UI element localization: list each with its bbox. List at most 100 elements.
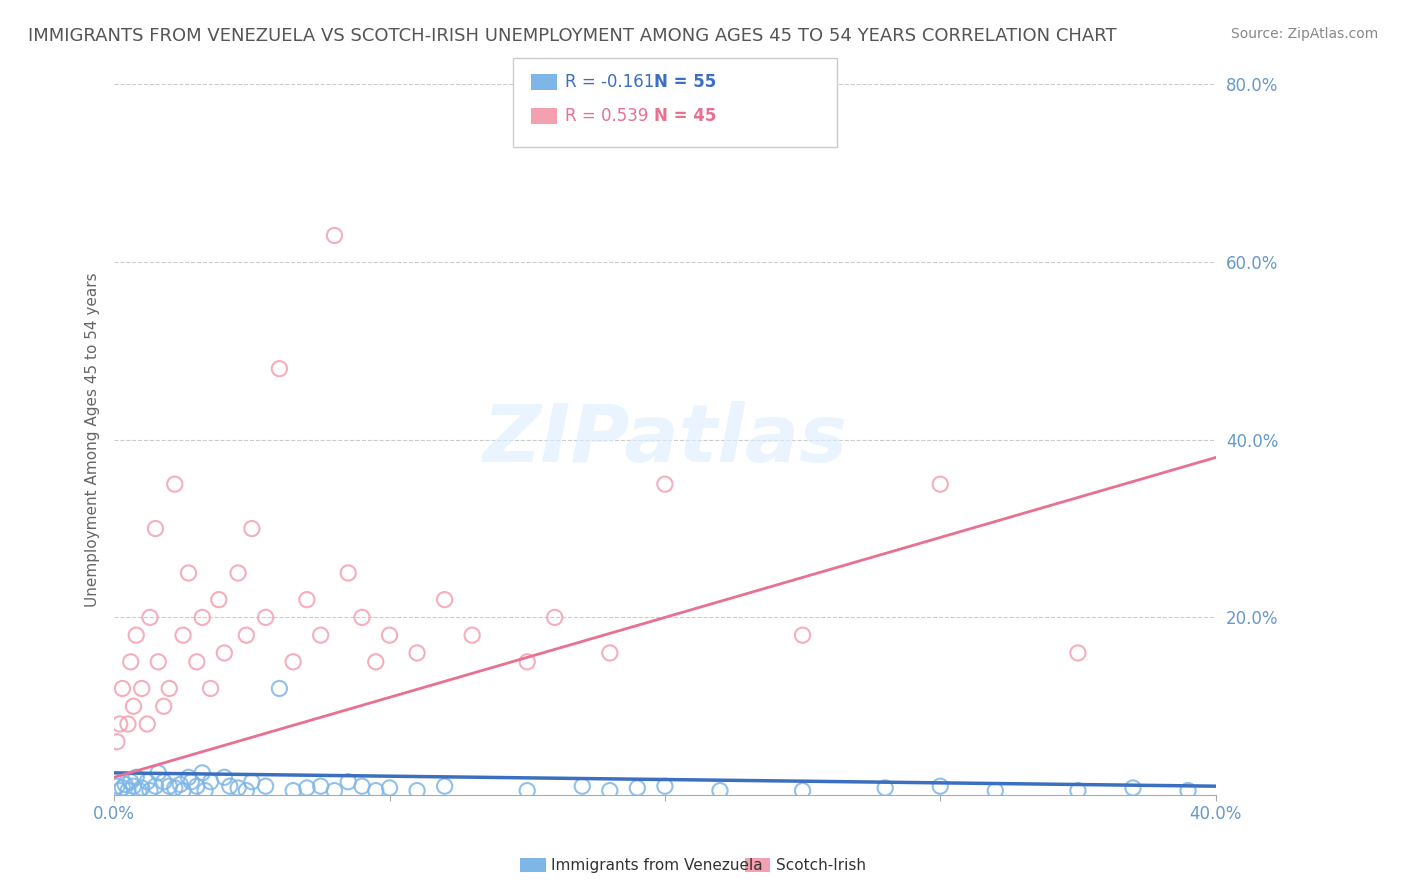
Point (599, 646, 621, 660)
Point (131, 780, 153, 795)
Point (226, 566, 249, 580)
Point (516, 783, 538, 797)
Point (191, 765, 214, 780)
Point (654, 477, 676, 491)
Y-axis label: Unemployment Among Ages 45 to 54 years: Unemployment Among Ages 45 to 54 years (86, 272, 100, 607)
Point (929, 477, 952, 491)
Point (186, 779, 208, 793)
Point (218, 779, 240, 793)
Text: R = 0.539: R = 0.539 (565, 107, 648, 125)
Point (240, 522, 263, 536)
Point (200, 774, 222, 789)
Point (114, 777, 136, 791)
Point (111, 681, 134, 696)
Point (157, 779, 180, 793)
Point (875, 780, 897, 795)
Point (984, 783, 1007, 797)
Point (254, 779, 277, 793)
Point (406, 783, 429, 797)
Point (172, 783, 194, 797)
Text: Scotch-Irish: Scotch-Irish (776, 858, 866, 872)
Point (136, 774, 159, 789)
Point (283, 655, 305, 669)
Point (117, 717, 139, 731)
Point (433, 779, 456, 793)
Point (226, 780, 249, 795)
Point (433, 592, 456, 607)
Point (139, 783, 162, 797)
Point (177, 566, 200, 580)
Point (122, 779, 145, 793)
Point (1067, 646, 1090, 660)
Point (709, 783, 731, 797)
Point (654, 779, 676, 793)
Point (117, 783, 139, 797)
Point (323, 783, 346, 797)
Point (309, 628, 332, 642)
Point (120, 774, 142, 789)
Point (108, 783, 131, 797)
Point (269, 361, 291, 376)
Point (295, 780, 318, 795)
Point (120, 655, 142, 669)
Text: ZIPatlas: ZIPatlas (482, 401, 848, 479)
Point (145, 522, 167, 536)
Point (122, 699, 145, 714)
Point (626, 780, 648, 795)
Text: N = 45: N = 45 (654, 107, 716, 125)
Text: IMMIGRANTS FROM VENEZUELA VS SCOTCH-IRISH UNEMPLOYMENT AMONG AGES 45 TO 54 YEARS: IMMIGRANTS FROM VENEZUELA VS SCOTCH-IRIS… (28, 27, 1116, 45)
Point (152, 699, 174, 714)
Point (108, 717, 131, 731)
Point (337, 774, 360, 789)
Point (131, 681, 153, 696)
Point (214, 646, 236, 660)
Point (571, 779, 593, 793)
Point (194, 783, 217, 797)
Point (163, 780, 186, 795)
Point (105, 779, 128, 793)
Point (125, 770, 148, 784)
Point (337, 566, 360, 580)
Point (792, 628, 814, 642)
Point (191, 610, 214, 624)
Point (172, 628, 194, 642)
Point (240, 774, 263, 789)
Point (792, 783, 814, 797)
Point (180, 774, 202, 789)
Point (105, 735, 128, 749)
Point (148, 655, 170, 669)
Point (157, 681, 180, 696)
Point (125, 628, 148, 642)
Point (148, 765, 170, 780)
Point (364, 655, 387, 669)
Point (208, 592, 231, 607)
Point (350, 779, 373, 793)
Point (163, 477, 186, 491)
Point (309, 779, 332, 793)
Point (177, 770, 200, 784)
Point (139, 610, 162, 624)
Point (136, 717, 159, 731)
Point (406, 646, 429, 660)
Point (1067, 783, 1090, 797)
Point (929, 779, 952, 793)
Point (1177, 783, 1199, 797)
Point (169, 777, 191, 791)
Point (378, 780, 401, 795)
Point (378, 628, 401, 642)
Point (111, 780, 134, 795)
Point (461, 628, 484, 642)
Point (214, 770, 236, 784)
Point (350, 610, 373, 624)
Text: N = 55: N = 55 (654, 73, 716, 91)
Point (186, 655, 208, 669)
Point (323, 228, 346, 243)
Point (599, 783, 621, 797)
Point (235, 628, 257, 642)
Point (235, 783, 257, 797)
Point (516, 655, 538, 669)
Point (295, 592, 318, 607)
Point (128, 783, 150, 797)
Point (269, 681, 291, 696)
Text: Immigrants from Venezuela: Immigrants from Venezuela (551, 858, 763, 872)
